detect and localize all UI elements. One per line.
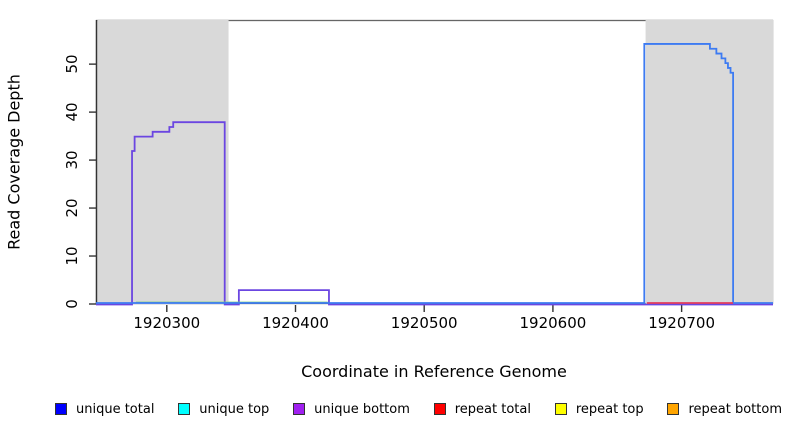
x-tick-label: 1920600 <box>519 314 587 332</box>
x-tick-label: 1920300 <box>133 314 201 332</box>
legend-item-repeat-top: repeat top <box>554 401 644 417</box>
legend-item-repeat-total: repeat total <box>433 401 531 417</box>
legend-marker-icon <box>178 403 191 415</box>
y-tick-label: 20 <box>63 198 81 218</box>
legend-label: unique bottom <box>314 401 410 417</box>
legend-marker-icon <box>554 403 567 415</box>
y-axis-title: Read Coverage Depth <box>4 74 24 250</box>
legend-label: repeat bottom <box>688 401 782 417</box>
y-tick-label: 30 <box>63 150 81 170</box>
y-tick-label: 40 <box>63 102 81 122</box>
legend-marker-icon <box>667 403 680 415</box>
left-gray-region <box>97 19 229 305</box>
right-gray-region <box>645 19 773 305</box>
x-tick-label: 1920400 <box>262 314 329 332</box>
legend-marker-icon <box>433 403 446 415</box>
y-tick-label: 10 <box>63 246 81 266</box>
legend-marker-icon <box>55 403 67 415</box>
legend-label: repeat total <box>454 401 531 417</box>
legend-marker-icon <box>293 403 306 415</box>
legend-label: repeat top <box>575 401 644 417</box>
legend-item-repeat-bottom: repeat bottom <box>667 402 782 417</box>
y-tick-label: 0 <box>63 299 81 309</box>
x-tick-label: 1920700 <box>648 314 716 332</box>
legend-item-unique-top: unique top <box>178 402 269 417</box>
x-tick-label: 1920500 <box>390 314 458 332</box>
legend-item-unique-total: unique total <box>55 402 154 417</box>
x-axis-title: Coordinate in Reference Genome <box>301 362 567 381</box>
legend-label: unique top <box>199 401 270 417</box>
series-unique-total <box>96 43 773 304</box>
series-unique-bottom <box>96 121 773 306</box>
legend-item-unique-bottom: unique bottom <box>293 402 410 417</box>
legend-label: unique total <box>76 401 155 417</box>
legend: unique total unique top unique bottom repea… <box>55 398 782 420</box>
y-tick-label: 50 <box>63 54 81 74</box>
